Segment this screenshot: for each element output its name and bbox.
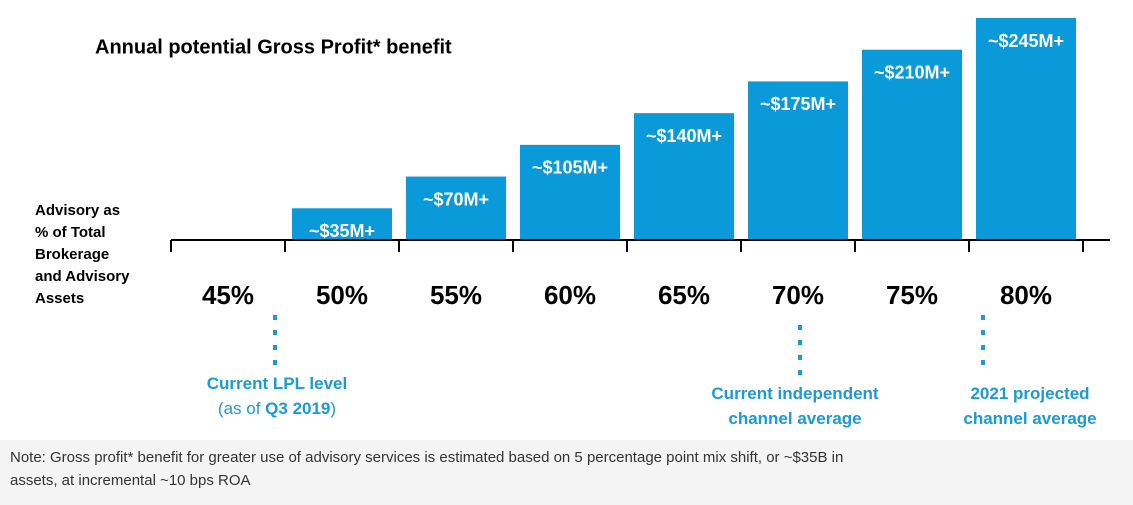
bar bbox=[406, 176, 506, 240]
annotation: Current independent bbox=[711, 384, 879, 403]
value-label: ~$245M+ bbox=[988, 31, 1064, 51]
y-axis-label: Brokerage bbox=[35, 246, 109, 263]
leader-dot bbox=[981, 315, 985, 320]
x-tick-label: 65% bbox=[658, 280, 710, 310]
leader-dot bbox=[798, 355, 802, 360]
annotation-part: Current LPL level bbox=[207, 374, 347, 393]
leader-dot bbox=[273, 330, 277, 335]
chart-title: Annual potential Gross Profit* benefit bbox=[95, 36, 452, 58]
bar bbox=[634, 113, 734, 240]
leader-dot bbox=[273, 345, 277, 350]
leader-dot bbox=[981, 330, 985, 335]
annotation: channel average bbox=[728, 409, 861, 428]
annotation-part: (as of bbox=[218, 399, 265, 418]
x-tick-label: 50% bbox=[316, 280, 368, 310]
annotation: (as of Q3 2019) bbox=[218, 399, 336, 418]
annotation-part: ) bbox=[330, 399, 336, 418]
value-label: ~$140M+ bbox=[646, 126, 722, 146]
leader-dot bbox=[981, 360, 985, 365]
leader-dot bbox=[798, 340, 802, 345]
value-label: ~$210M+ bbox=[874, 62, 950, 82]
x-tick-label: 80% bbox=[1000, 280, 1052, 310]
x-tick-label: 60% bbox=[544, 280, 596, 310]
note-background bbox=[0, 440, 1133, 505]
x-tick-label: 75% bbox=[886, 280, 938, 310]
leader-dot bbox=[273, 360, 277, 365]
annotation-part: channel average bbox=[963, 409, 1096, 428]
bar bbox=[292, 208, 392, 240]
note: Note: Gross profit* benefit for greater … bbox=[10, 449, 843, 466]
leader-dot bbox=[798, 325, 802, 330]
annotation: Current LPL level bbox=[207, 374, 347, 393]
x-tick-label: 70% bbox=[772, 280, 824, 310]
bar bbox=[520, 144, 620, 240]
annotation: 2021 projected bbox=[970, 384, 1089, 403]
annotation-part: channel average bbox=[728, 409, 861, 428]
y-axis-label: % of Total bbox=[35, 224, 106, 241]
annotation: channel average bbox=[963, 409, 1096, 428]
leader-dot bbox=[273, 315, 277, 320]
bar bbox=[976, 18, 1076, 240]
x-tick-label: 45% bbox=[202, 280, 254, 310]
note: assets, at incremental ~10 bps ROA bbox=[10, 472, 251, 489]
value-label: ~$35M+ bbox=[309, 221, 375, 241]
leader-dot bbox=[798, 370, 802, 375]
annotation-part: Q3 2019 bbox=[265, 399, 330, 418]
x-tick-label: 55% bbox=[430, 280, 482, 310]
value-label: ~$70M+ bbox=[423, 189, 489, 209]
y-axis-label: Advisory as bbox=[35, 202, 120, 219]
value-label: ~$105M+ bbox=[532, 158, 608, 178]
annotation-part: 2021 projected bbox=[970, 384, 1089, 403]
bar bbox=[748, 81, 848, 240]
leader-dot bbox=[981, 345, 985, 350]
bar bbox=[862, 49, 962, 240]
y-axis-label: and Advisory bbox=[35, 268, 130, 285]
value-label: ~$175M+ bbox=[760, 94, 836, 114]
annotation-part: Current independent bbox=[711, 384, 879, 403]
y-axis-label: Assets bbox=[35, 290, 84, 307]
